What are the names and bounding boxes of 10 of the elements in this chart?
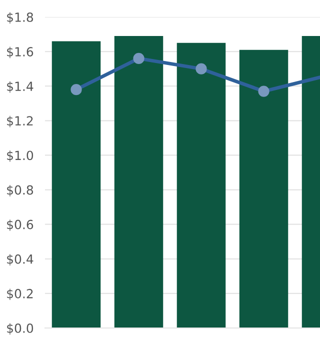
y-tick-label: $1.4: [7, 81, 34, 93]
y-tick-label: $0.6: [7, 220, 34, 231]
y-tick-label: $1.8: [7, 12, 34, 24]
y-tick-label: $0.4: [7, 254, 34, 266]
y-tick-label: $0.0: [7, 323, 34, 335]
y-tick-label: $0.8: [7, 185, 34, 196]
y-tick-label: $1.0: [7, 150, 34, 162]
y-tick-label: $1.2: [7, 116, 33, 128]
y-tick-label: $1.6: [7, 46, 34, 58]
y-tick-label: $0.2: [7, 288, 33, 300]
